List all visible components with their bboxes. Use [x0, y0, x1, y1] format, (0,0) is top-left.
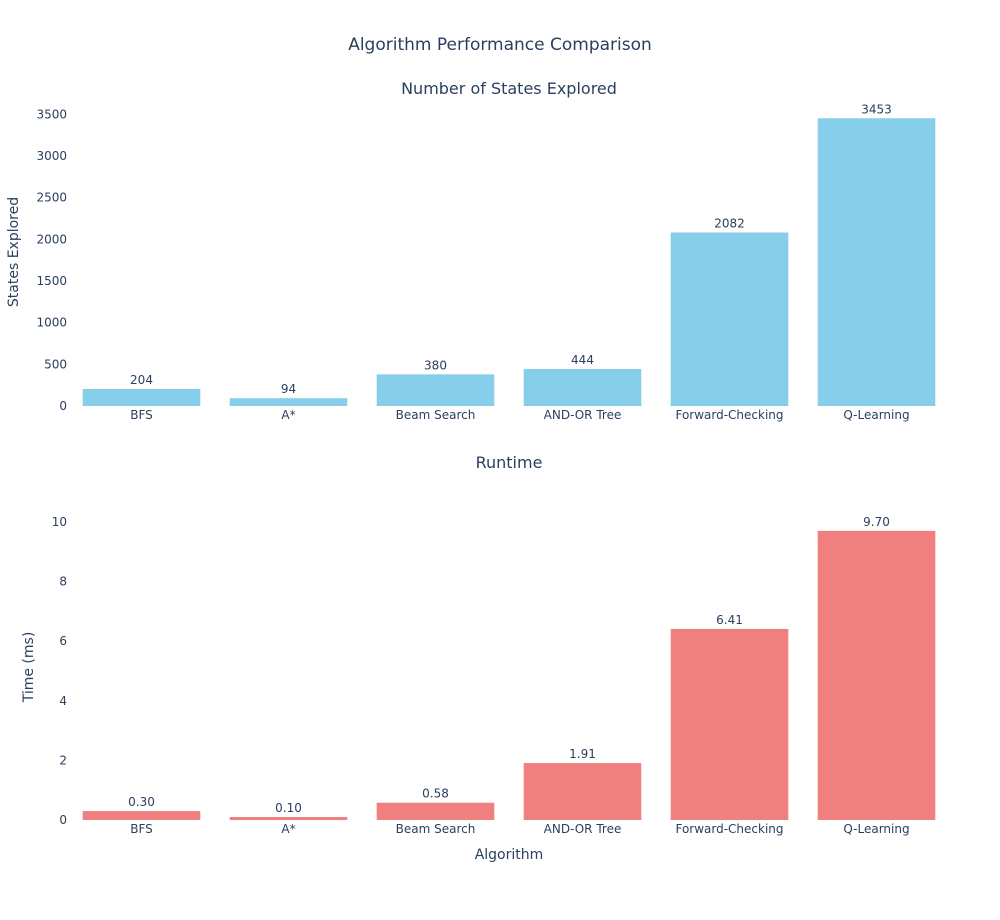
runtime-x-tick-label: A* — [281, 822, 295, 836]
runtime-value-label: 0.58 — [422, 787, 449, 801]
states-explored-bar[interactable] — [376, 374, 495, 406]
states-explored-value-label: 2082 — [714, 217, 745, 231]
runtime-y-tick-label: 4 — [59, 694, 67, 708]
runtime-y-tick-label: 8 — [59, 575, 67, 589]
runtime-value-label: 0.30 — [128, 795, 155, 809]
runtime-value-label: 0.10 — [275, 801, 302, 815]
states-explored-y-tick-label: 2500 — [36, 191, 67, 205]
states-explored-value-labels: 204 94 380 444 2082 3453 — [130, 102, 892, 396]
runtime-value-label: 6.41 — [716, 613, 743, 627]
runtime-value-label: 1.91 — [569, 747, 596, 761]
states-explored-y-tick-label: 1000 — [36, 316, 67, 330]
runtime-bar[interactable] — [670, 628, 789, 820]
runtime-chart-title: Runtime — [476, 453, 543, 472]
runtime-y-tick-label: 6 — [59, 634, 67, 648]
states-explored-x-ticks: BFS A* Beam Search AND-OR Tree Forward-Check… — [130, 408, 909, 422]
runtime-x-tick-label: BFS — [130, 822, 153, 836]
states-explored-bars — [82, 118, 936, 407]
runtime-y-axis-title: Time (ms) — [21, 632, 37, 704]
runtime-value-labels: 0.30 0.10 0.58 1.91 6.41 9.70 — [128, 515, 890, 815]
runtime-x-tick-label: Beam Search — [396, 822, 476, 836]
runtime-y-tick-label: 10 — [52, 515, 67, 529]
states-explored-x-tick-label: A* — [281, 408, 295, 422]
states-explored-bar[interactable] — [670, 232, 789, 407]
runtime-bars — [82, 530, 936, 820]
runtime-value-label: 9.70 — [863, 515, 890, 529]
states-explored-bar[interactable] — [229, 398, 348, 406]
states-explored-y-tick-label: 2000 — [36, 232, 67, 246]
states-explored-chart: Number of States Explored States Explore… — [6, 79, 936, 422]
states-explored-x-tick-label: AND-OR Tree — [544, 408, 622, 422]
runtime-bar[interactable] — [376, 802, 495, 820]
states-explored-bar[interactable] — [82, 389, 201, 406]
states-explored-x-tick-label: Q-Learning — [843, 408, 909, 422]
runtime-x-tick-label: AND-OR Tree — [544, 822, 622, 836]
states-explored-value-label: 204 — [130, 373, 153, 387]
states-explored-y-tick-label: 3500 — [36, 107, 67, 121]
runtime-bar[interactable] — [523, 763, 642, 820]
states-explored-y-tick-label: 3000 — [36, 149, 67, 163]
states-explored-bar[interactable] — [523, 369, 642, 406]
states-explored-y-ticks: 0 500 1000 1500 2000 2500 3000 3500 — [36, 107, 67, 413]
runtime-y-tick-label: 2 — [59, 753, 67, 767]
runtime-bar[interactable] — [229, 817, 348, 820]
runtime-x-axis-title: Algorithm — [475, 847, 544, 863]
states-explored-y-axis-title: States Explored — [6, 197, 22, 307]
runtime-bar[interactable] — [82, 811, 201, 820]
states-explored-bar[interactable] — [817, 118, 936, 406]
runtime-y-tick-label: 0 — [59, 813, 67, 827]
runtime-bar[interactable] — [817, 530, 936, 820]
states-explored-value-label: 444 — [571, 353, 594, 367]
states-explored-value-label: 380 — [424, 358, 447, 372]
states-explored-value-label: 3453 — [861, 102, 892, 116]
runtime-chart: Runtime Time (ms) Algorithm 0 2 4 6 8 10 0.30… — [21, 453, 936, 863]
states-explored-value-label: 94 — [281, 382, 296, 396]
runtime-x-tick-label: Forward-Checking — [675, 822, 783, 836]
states-explored-y-tick-label: 500 — [44, 357, 67, 371]
runtime-x-tick-label: Q-Learning — [843, 822, 909, 836]
states-explored-x-tick-label: Beam Search — [396, 408, 476, 422]
figure-title: Algorithm Performance Comparison — [348, 35, 652, 55]
runtime-x-ticks: BFS A* Beam Search AND-OR Tree Forward-Check… — [130, 822, 909, 836]
states-explored-y-tick-label: 1500 — [36, 274, 67, 288]
runtime-y-ticks: 0 2 4 6 8 10 — [52, 515, 67, 827]
states-explored-chart-title: Number of States Explored — [401, 79, 617, 98]
states-explored-y-tick-label: 0 — [59, 399, 67, 413]
states-explored-x-tick-label: BFS — [130, 408, 153, 422]
states-explored-x-tick-label: Forward-Checking — [675, 408, 783, 422]
